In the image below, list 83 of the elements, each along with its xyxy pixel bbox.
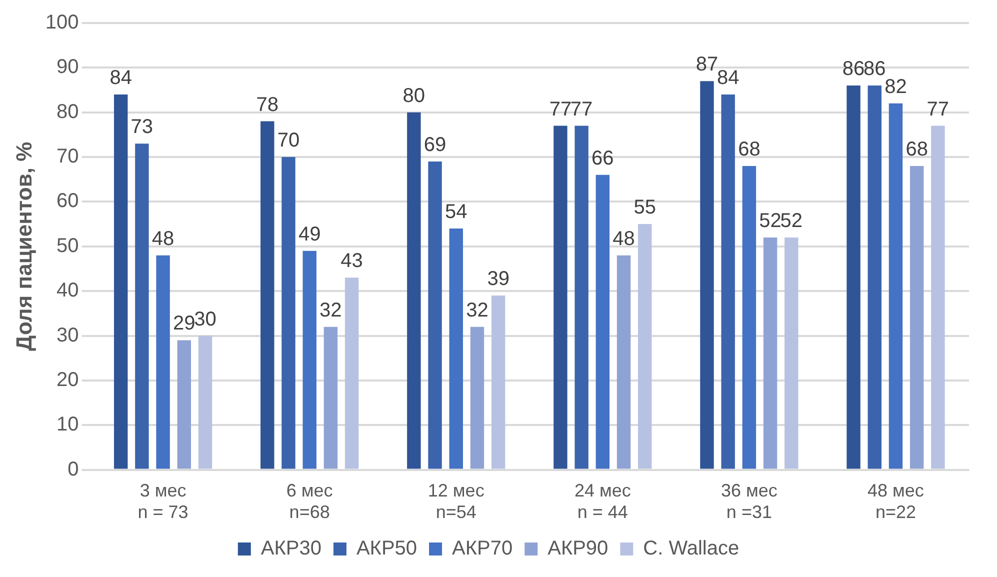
data-label: 84 xyxy=(110,67,132,90)
bar xyxy=(302,250,316,469)
data-label: 68 xyxy=(906,138,928,160)
y-tick-label: 0 xyxy=(68,458,79,480)
data-label: 49 xyxy=(298,223,321,246)
y-tick-label: 30 xyxy=(56,324,79,346)
bar xyxy=(638,224,652,469)
legend-label: АКР30 xyxy=(260,538,322,560)
bar xyxy=(596,174,610,469)
bar xyxy=(156,255,170,469)
y-axis-title: Доля пациентов, % xyxy=(11,142,36,351)
bar xyxy=(742,166,756,469)
data-label: 48 xyxy=(612,228,635,250)
bar xyxy=(721,94,735,469)
y-tick-label: 50 xyxy=(56,234,79,257)
data-label: 55 xyxy=(634,196,656,219)
y-tick-label: 60 xyxy=(56,190,79,212)
bar xyxy=(198,336,212,469)
bar xyxy=(846,86,860,469)
data-label: 43 xyxy=(340,250,363,272)
bar xyxy=(554,126,568,469)
legend-label: АКР90 xyxy=(548,538,608,560)
bar xyxy=(407,112,421,469)
bar xyxy=(491,296,506,469)
data-label: 69 xyxy=(424,134,446,156)
bar xyxy=(888,103,903,469)
data-label: 73 xyxy=(130,116,154,138)
data-label: 77 xyxy=(926,98,950,120)
bar xyxy=(868,86,882,469)
data-label: 32 xyxy=(320,299,342,322)
data-label: 82 xyxy=(884,76,907,98)
x-tick-label: 6 мес n=68 xyxy=(286,480,333,522)
bar xyxy=(931,126,945,469)
bar xyxy=(574,126,588,469)
y-tick-label: 40 xyxy=(56,280,79,302)
legend-label: АКР70 xyxy=(452,538,513,560)
bar xyxy=(470,326,484,469)
bar xyxy=(616,255,631,469)
x-tick-label: 36 мес n =31 xyxy=(720,480,778,522)
bar xyxy=(428,162,442,469)
y-tick-label: 80 xyxy=(56,100,79,123)
data-label: 77 xyxy=(570,98,593,120)
y-tick-label: 100 xyxy=(45,12,79,34)
data-label: 52 xyxy=(780,210,803,232)
legend-label: АКР50 xyxy=(356,538,418,560)
data-label: 32 xyxy=(466,299,488,322)
bar xyxy=(910,166,924,469)
x-tick-label: 24 мес n = 44 xyxy=(574,480,631,522)
bar xyxy=(700,81,714,469)
data-label: 86 xyxy=(842,58,865,80)
bar xyxy=(135,144,149,469)
x-tick-label: 3 мес n = 73 xyxy=(138,480,188,522)
data-label: 52 xyxy=(759,210,782,232)
legend-label: C. Wallace xyxy=(643,538,740,560)
data-label: 54 xyxy=(444,201,468,224)
data-label: 66 xyxy=(592,147,614,170)
x-tick-label: 12 мес n=54 xyxy=(428,480,484,522)
bar xyxy=(324,326,338,469)
data-label: 87 xyxy=(696,54,718,76)
x-tick-label: 48 мес n=22 xyxy=(868,480,924,522)
y-tick-label: 70 xyxy=(56,146,79,168)
bar xyxy=(114,94,128,469)
data-label: 86 xyxy=(864,58,886,80)
data-label: 30 xyxy=(194,308,216,330)
data-label: 80 xyxy=(402,84,426,107)
data-label: 70 xyxy=(277,130,300,152)
data-label: 78 xyxy=(256,94,278,116)
y-tick-label: 10 xyxy=(56,414,79,436)
data-label: 48 xyxy=(152,228,174,250)
bar xyxy=(449,228,463,469)
bar xyxy=(177,340,191,469)
data-label: 77 xyxy=(549,98,572,120)
data-label: 39 xyxy=(487,268,510,290)
data-label: 84 xyxy=(716,67,740,90)
y-tick-label: 90 xyxy=(56,56,79,78)
bar xyxy=(763,237,778,469)
y-tick-label: 20 xyxy=(56,368,79,391)
bar xyxy=(784,237,798,469)
bar xyxy=(260,121,274,469)
data-label: 68 xyxy=(738,138,760,160)
data-label: 29 xyxy=(173,312,196,335)
bar xyxy=(344,278,359,469)
bar xyxy=(282,157,296,469)
